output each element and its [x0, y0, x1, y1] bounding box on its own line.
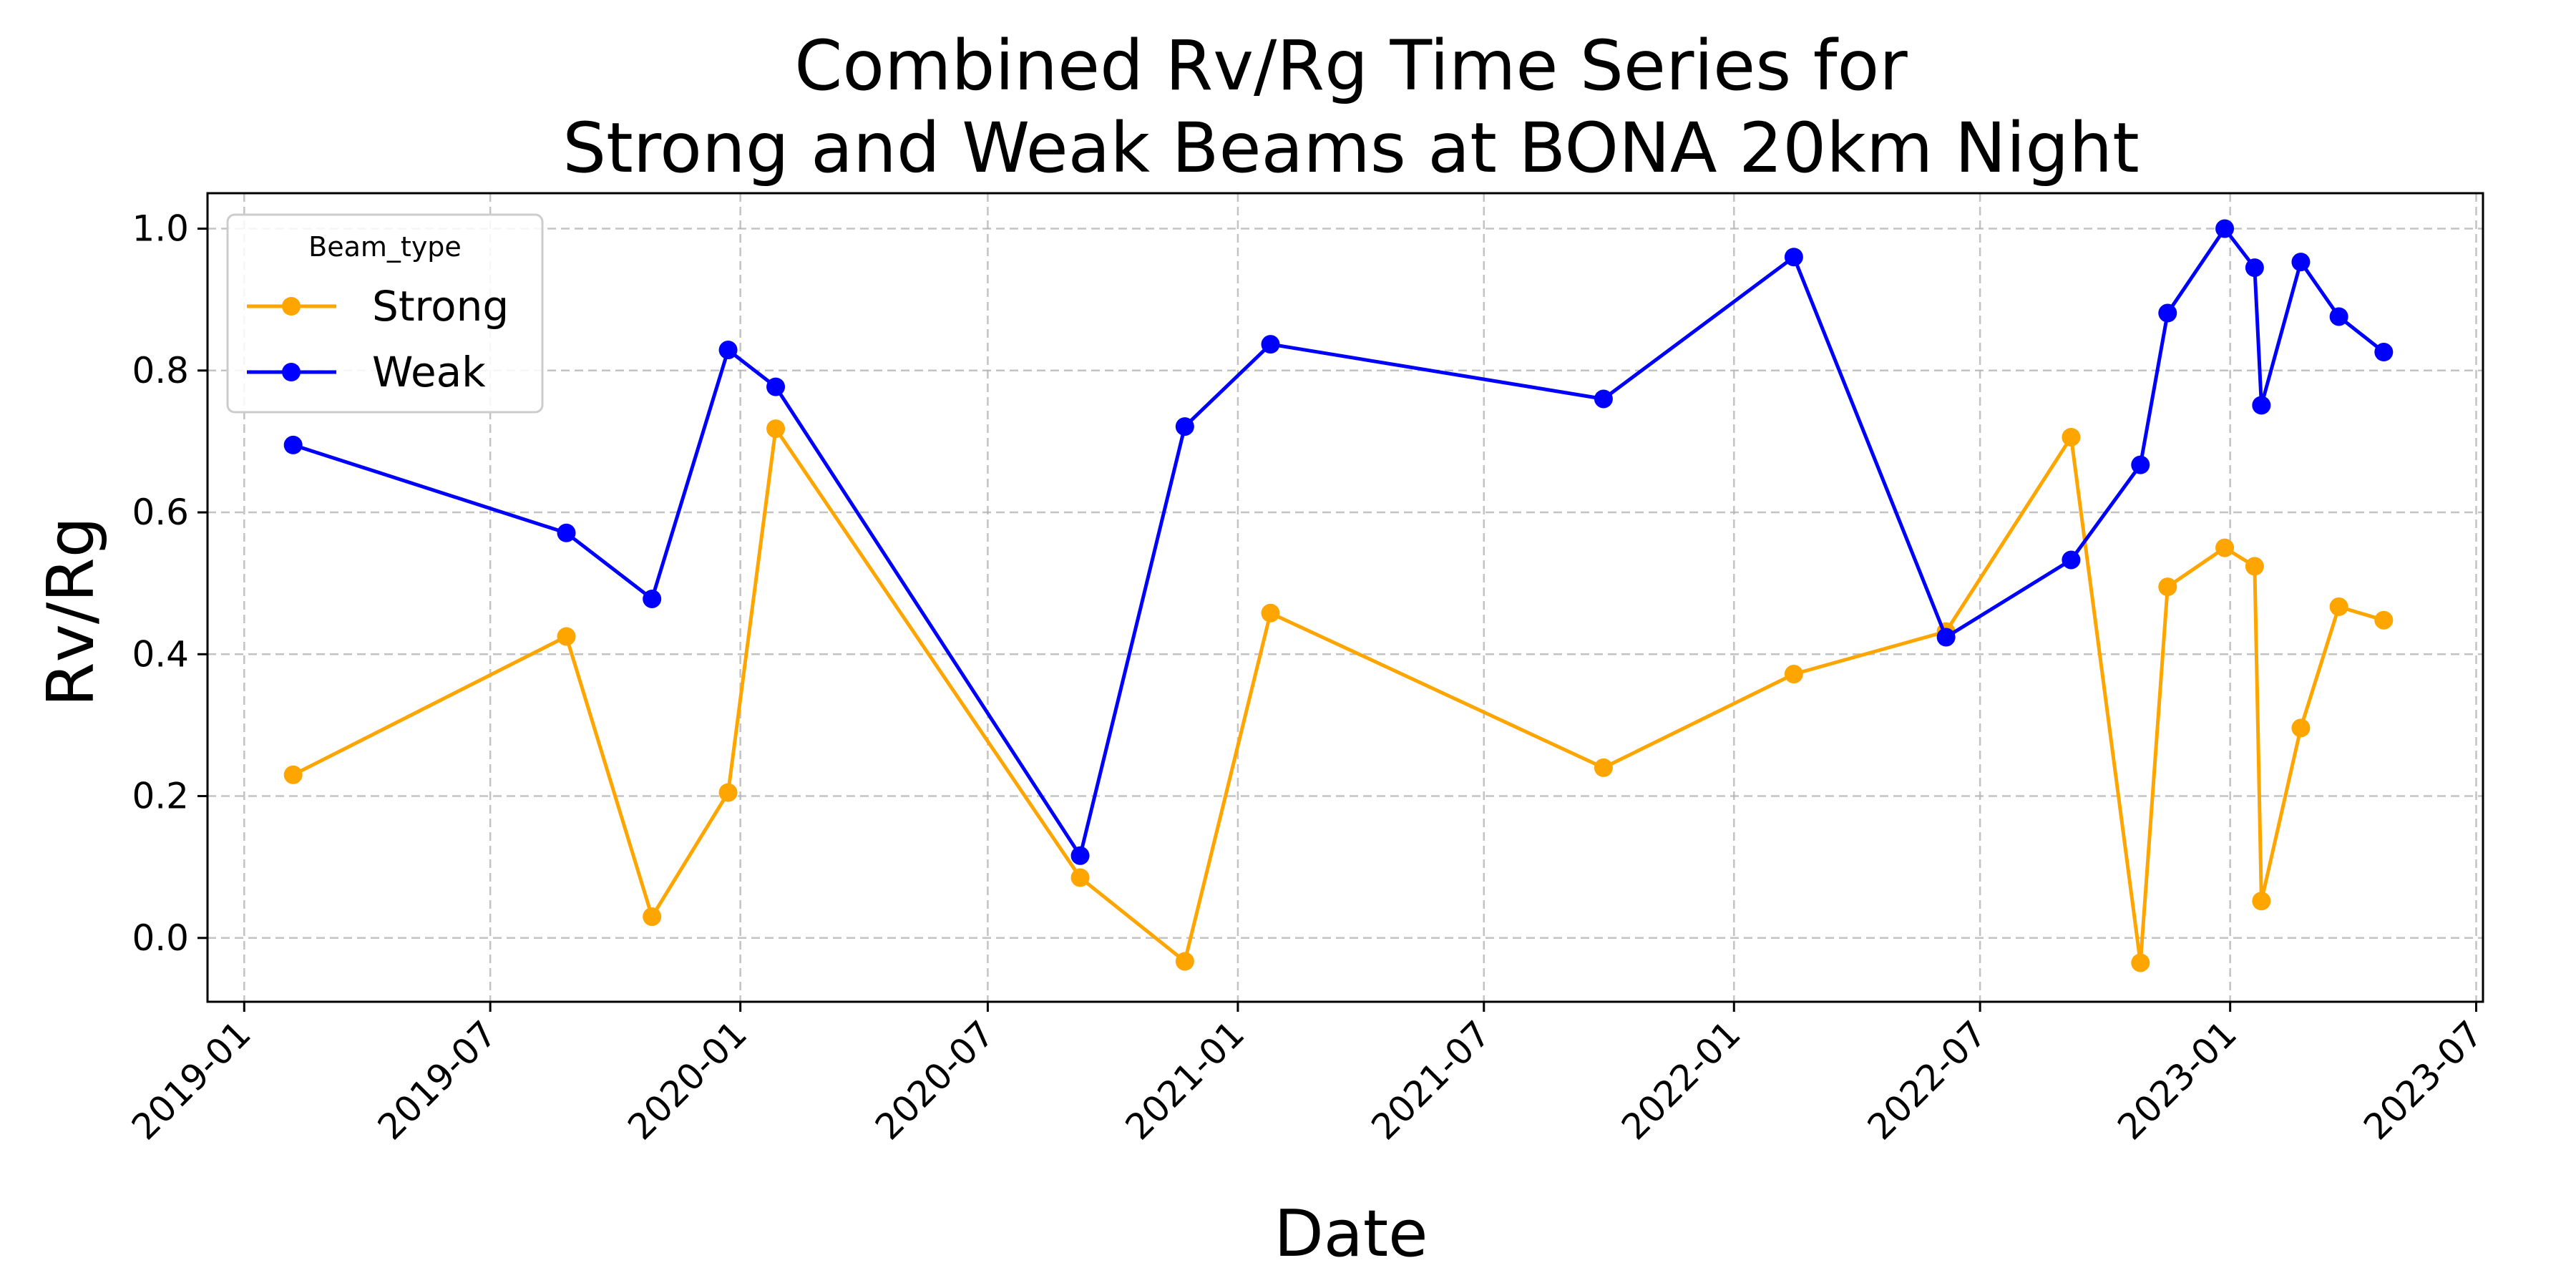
data-point-weak — [2215, 219, 2235, 238]
x-tick-label: 2023-01 — [2109, 1013, 2245, 1148]
data-point-strong — [1784, 665, 1803, 684]
data-point-weak — [2329, 307, 2348, 326]
data-point-weak — [557, 523, 576, 542]
series-layer — [283, 219, 2394, 972]
x-tick-label: 2021-01 — [1118, 1013, 1253, 1148]
data-point-weak — [1594, 389, 1613, 409]
legend: Beam_type Strong Weak — [226, 213, 544, 414]
data-point-strong — [1261, 603, 1280, 623]
data-point-weak — [2158, 303, 2177, 323]
plot-frame — [206, 192, 2484, 1003]
y-tick-label: 0.8 — [132, 350, 189, 391]
legend-marker-weak — [282, 363, 301, 381]
data-point-strong — [283, 765, 303, 784]
x-tick-label: 2020-07 — [867, 1013, 1002, 1148]
data-point-weak — [1784, 248, 1803, 267]
data-point-strong — [2329, 597, 2348, 616]
data-point-weak — [718, 341, 738, 360]
data-point-weak — [1261, 335, 1280, 354]
data-point-weak — [1936, 628, 1956, 647]
legend-label-strong: Strong — [372, 282, 509, 331]
data-point-weak — [2374, 343, 2394, 362]
y-tick-label: 0.4 — [132, 633, 189, 675]
data-point-strong — [718, 783, 738, 802]
data-point-weak — [2291, 253, 2311, 272]
legend-label-weak: Weak — [372, 348, 486, 396]
legend-frame — [226, 213, 544, 414]
x-tick-label: 2022-01 — [1614, 1013, 1749, 1148]
x-tick-label: 2019-01 — [124, 1013, 259, 1148]
data-point-strong — [2131, 953, 2150, 972]
data-point-strong — [2252, 892, 2271, 911]
data-point-strong — [2291, 718, 2311, 738]
data-point-strong — [2245, 557, 2264, 576]
x-axis-label: Date — [1274, 1196, 1428, 1272]
grid — [208, 193, 2483, 1002]
y-tick-label: 0.0 — [132, 917, 189, 959]
x-tick-label: 2020-01 — [620, 1013, 755, 1148]
data-point-strong — [1070, 868, 1090, 887]
data-point-strong — [1175, 952, 1194, 971]
data-point-strong — [2374, 610, 2394, 630]
data-point-strong — [2158, 577, 2177, 597]
x-tick-label: 2023-07 — [2356, 1013, 2491, 1148]
y-tick-label: 0.2 — [132, 776, 189, 817]
chart-title-line1: Combined Rv/Rg Time Series for — [794, 26, 1908, 106]
data-point-weak — [2245, 258, 2264, 278]
data-point-weak — [643, 589, 662, 608]
data-point-weak — [2252, 396, 2271, 415]
data-point-weak — [1175, 417, 1194, 436]
y-tick-label: 0.6 — [132, 492, 189, 533]
data-point-weak — [2062, 550, 2081, 570]
y-axis-label: Rv/Rg — [34, 517, 109, 707]
data-point-weak — [2131, 455, 2150, 474]
x-tick-label: 2019-07 — [370, 1013, 505, 1148]
data-point-strong — [643, 907, 662, 927]
data-point-strong — [2062, 427, 2081, 447]
x-tick-label: 2021-07 — [1364, 1013, 1499, 1148]
data-point-strong — [1594, 758, 1613, 777]
data-point-strong — [557, 627, 576, 646]
y-tick-label: 1.0 — [132, 208, 189, 250]
data-point-strong — [2215, 538, 2235, 557]
data-point-strong — [766, 419, 786, 439]
series-line-strong — [292, 426, 2385, 965]
series-line-weak — [292, 227, 2385, 858]
data-point-weak — [1070, 846, 1090, 865]
x-tick-label: 2022-07 — [1860, 1013, 1995, 1148]
data-point-weak — [766, 377, 786, 396]
chart-title-line2: Strong and Weak Beams at BONA 20km Night — [562, 108, 2140, 188]
data-point-weak — [283, 435, 303, 454]
legend-marker-strong — [282, 297, 301, 316]
legend-title: Beam_type — [308, 231, 462, 263]
